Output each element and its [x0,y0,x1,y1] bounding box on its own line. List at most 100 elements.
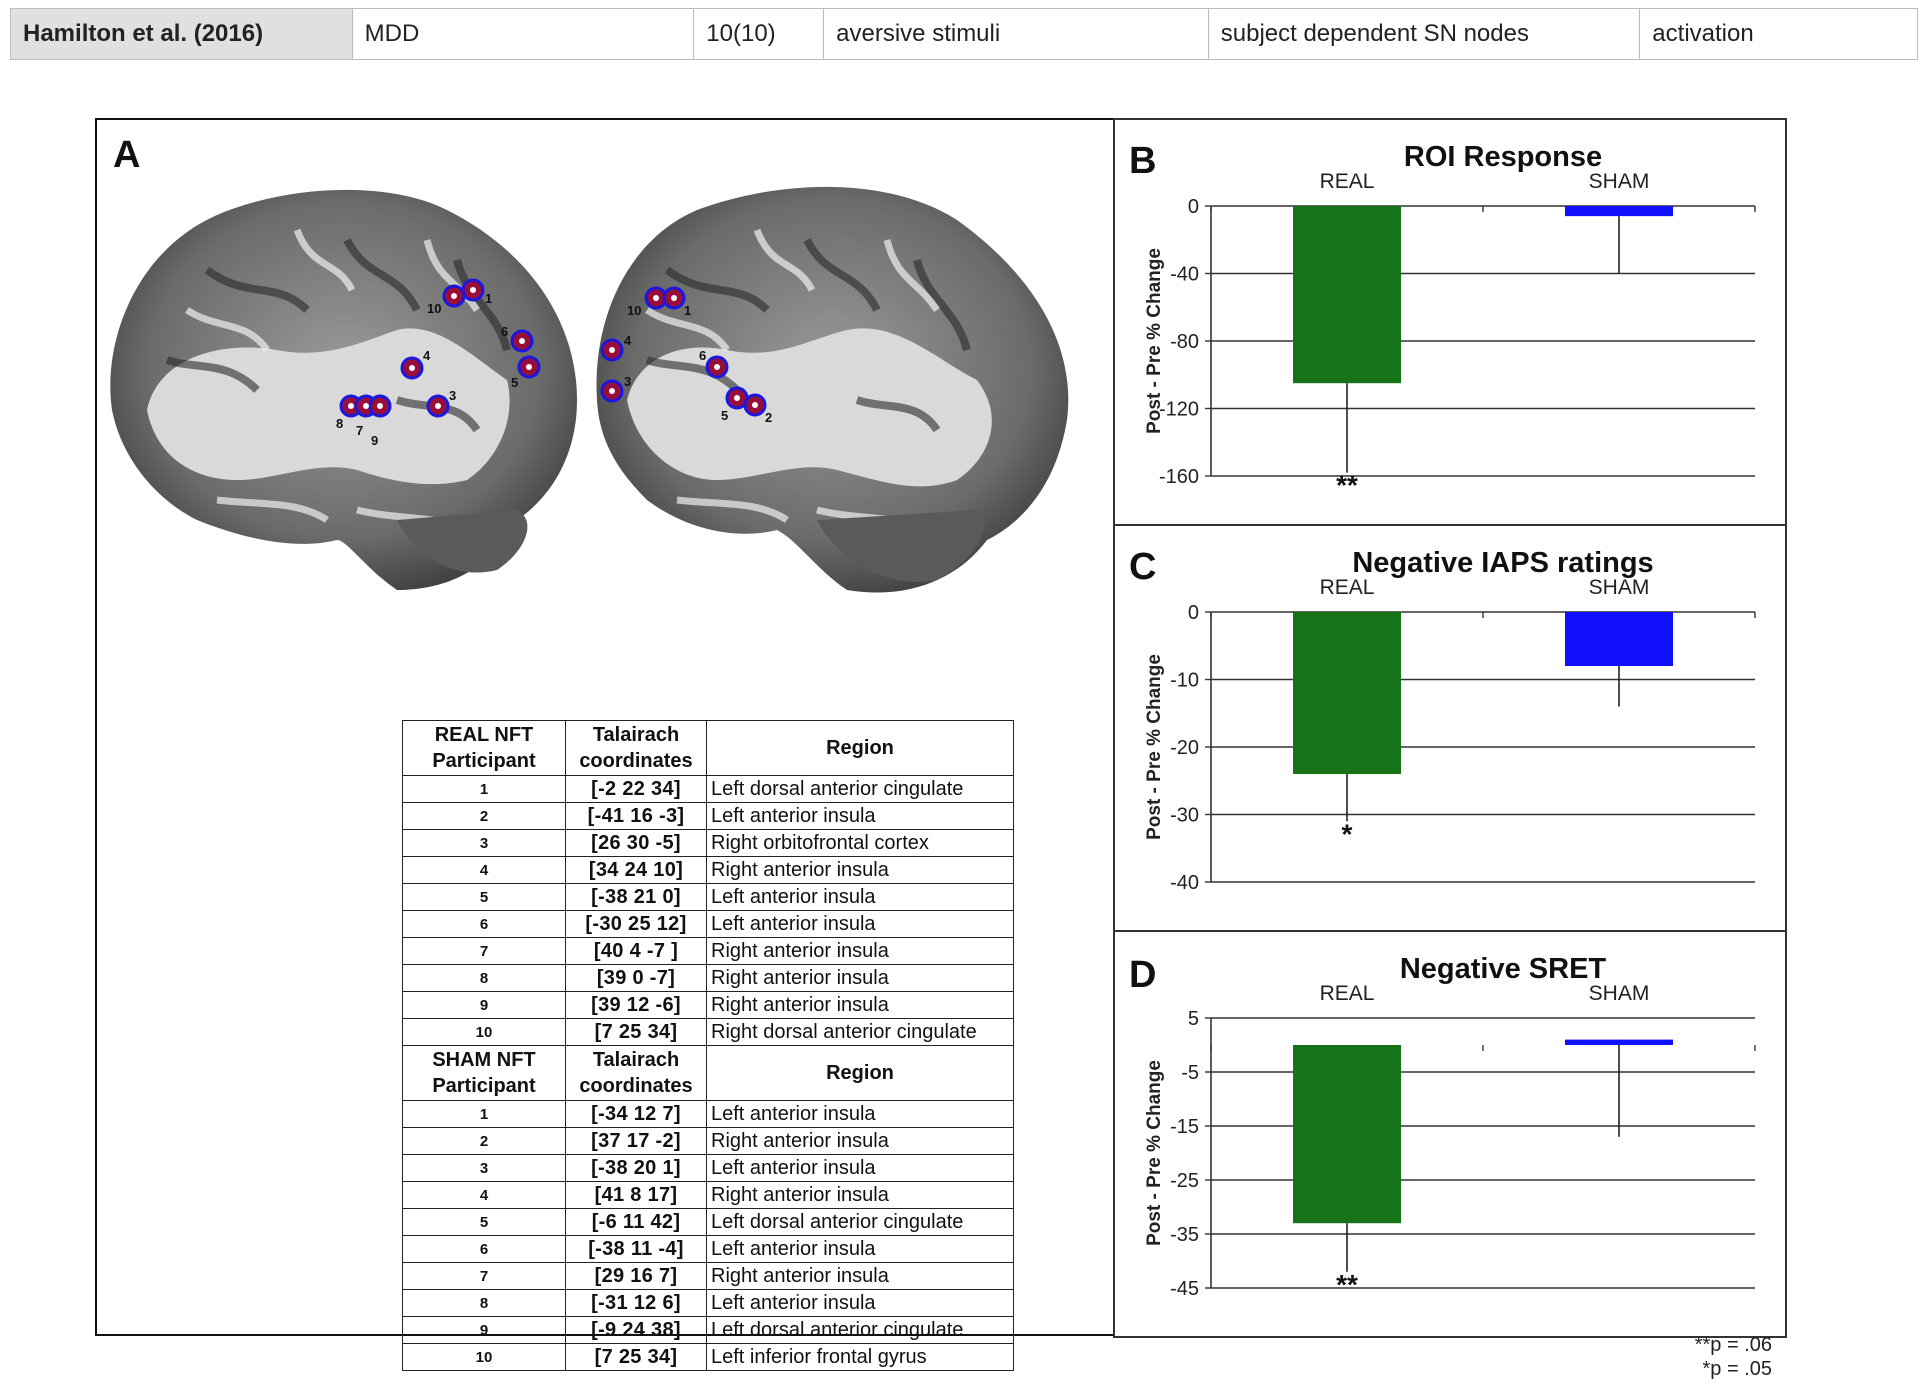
sham-table-row: 2 [37 17 -2] Right anterior insula [402,1127,1014,1155]
category-label: REAL [1320,982,1375,1005]
participant-number: 6 [402,910,566,938]
chart-title: ROI Response [1404,141,1602,173]
sham-header-row: SHAM NFT Participant Talairach coordinates R… [402,1045,1014,1101]
y-tick-label: -40 [1170,264,1199,286]
talairach-coordinate: [-31 12 6] [565,1289,707,1317]
talairach-coordinate: [-30 25 12] [565,910,707,938]
bar-real [1293,1045,1401,1224]
region-name: Right anterior insula [706,856,1014,884]
significance-marker: * [1342,818,1353,849]
real-table-row: 8 [39 0 -7] Right anterior insula [402,964,1014,992]
real-table-row: 2 [-41 16 -3] Left anterior insula [402,802,1014,830]
talairach-coordinate: [-38 21 0] [565,883,707,911]
real-table-row: 7 [40 4 -7 ] Right anterior insula [402,937,1014,965]
participant-number: 10 [402,1343,566,1371]
sham-table-row: 4 [41 8 17] Right anterior insula [402,1181,1014,1209]
panel-c-letter: C [1129,546,1157,588]
stimuli-cell: aversive stimuli [824,9,1209,59]
talairach-coordinate: [-6 11 42] [565,1208,707,1236]
y-tick-label: -25 [1170,1170,1199,1192]
real-header-row: REAL NFT Participant Talairach coordinates R… [402,720,1014,776]
y-tick-label: 0 [1188,196,1199,218]
right-brain-label: 5 [721,408,728,423]
region-name: Right anterior insula [706,991,1014,1019]
talairach-coordinate: [-9 24 38] [565,1316,707,1344]
real-coords-header-line1: Talairach [592,724,680,746]
sham-table-row: 7 [29 16 7] Right anterior insula [402,1262,1014,1290]
y-axis-label: Post - Pre % Change [1144,248,1165,434]
participant-number: 3 [402,1154,566,1182]
region-name: Left dorsal anterior cingulate [706,1316,1014,1344]
sham-table-row: 5 [-6 11 42] Left dorsal anterior cingulat… [402,1208,1014,1236]
real-region-header: Region [706,720,1014,776]
participant-number: 10 [402,1018,566,1046]
real-table-row: 6 [-30 25 12] Left anterior insula [402,910,1014,938]
region-name: Right anterior insula [706,937,1014,965]
sham-table-row: 3 [-38 20 1] Left anterior insula [402,1154,1014,1182]
region-name: Left anterior insula [706,802,1014,830]
region-name: Left anterior insula [706,1154,1014,1182]
participant-number: 1 [402,775,566,803]
y-axis-label: Post - Pre % Change [1144,1060,1165,1246]
right-brain-label: 3 [624,374,631,389]
y-tick-label: -160 [1159,466,1199,488]
region-name: Left dorsal anterior cingulate [706,775,1014,803]
real-participant-header-line2: Participant [432,750,536,772]
coordinates-table: REAL NFT Participant Talairach coordinates R… [402,720,1014,1371]
y-axis-label: Post - Pre % Change [1144,654,1165,840]
real-coords-header-line2: coordinates [579,750,693,772]
left-brain-label: 4 [423,348,431,363]
y-tick-label: -120 [1159,399,1199,421]
right-brain-label: 4 [624,333,632,348]
footnote-p05: *p = .05 [1702,1358,1772,1380]
region-name: Right anterior insula [706,1127,1014,1155]
panel-a-letter: A [113,134,141,176]
real-participant-header: REAL NFT Participant [402,720,566,776]
real-table-row: 3 [26 30 -5] Right orbitofrontal cortex [402,829,1014,857]
left-brain-image: 10 1 6 4 5 3 8 7 9 [110,189,577,590]
region-name: Left anterior insula [706,1100,1014,1128]
participant-number: 9 [402,991,566,1019]
y-tick-label: 0 [1188,602,1199,624]
category-label: SHAM [1589,576,1650,599]
sham-table-row: 6 [-38 11 -4] Left anterior insula [402,1235,1014,1263]
target-cell: subject dependent SN nodes [1209,9,1641,59]
panel-a: A 10 1 6 4 5 3 8 7 [95,118,1115,1371]
talairach-coordinate: [-41 16 -3] [565,802,707,830]
sham-participant-header-line2: Participant [432,1075,536,1097]
y-tick-label: -80 [1170,331,1199,353]
measure-cell: activation [1652,20,1754,47]
panel-b-letter: B [1129,140,1157,182]
talairach-coordinate: [7 25 34] [565,1343,707,1371]
participant-number: 3 [402,829,566,857]
left-brain-label: 5 [511,375,518,390]
participant-number: 9 [402,1316,566,1344]
participant-number: 8 [402,964,566,992]
talairach-coordinate: [7 25 34] [565,1018,707,1046]
participant-number: 4 [402,856,566,884]
talairach-coordinate: [39 12 -6] [565,991,707,1019]
y-tick-label: -20 [1170,737,1199,759]
category-label: REAL [1320,170,1375,193]
region-name: Left anterior insula [706,1289,1014,1317]
category-label: SHAM [1589,982,1650,1005]
participant-number: 7 [402,1262,566,1290]
real-table-row: 4 [34 24 10] Right anterior insula [402,856,1014,884]
region-name: Right anterior insula [706,964,1014,992]
sham-table-row: 1 [-34 12 7] Left anterior insula [402,1100,1014,1128]
sham-coords-header-line2: coordinates [579,1075,693,1097]
right-brain-label: 10 [627,303,641,318]
talairach-coordinate: [37 17 -2] [565,1127,707,1155]
left-brain-label: 8 [336,416,343,431]
y-tick-label: -40 [1170,872,1199,894]
participant-number: 1 [402,1100,566,1128]
sham-table-row: 10 [7 25 34] Left inferior frontal gyrus [402,1343,1014,1371]
region-name: Right anterior insula [706,1181,1014,1209]
left-brain-label: 6 [501,324,508,339]
category-label: REAL [1320,576,1375,599]
right-brain-image: 10 1 4 6 3 5 2 [596,186,1069,593]
summary-table-row: Hamilton et al. (2016) MDD 10(10) aversi… [10,8,1918,60]
left-brain-label: 7 [356,423,363,438]
significance-marker: ** [1336,470,1358,501]
right-brain-label: 6 [699,348,706,363]
